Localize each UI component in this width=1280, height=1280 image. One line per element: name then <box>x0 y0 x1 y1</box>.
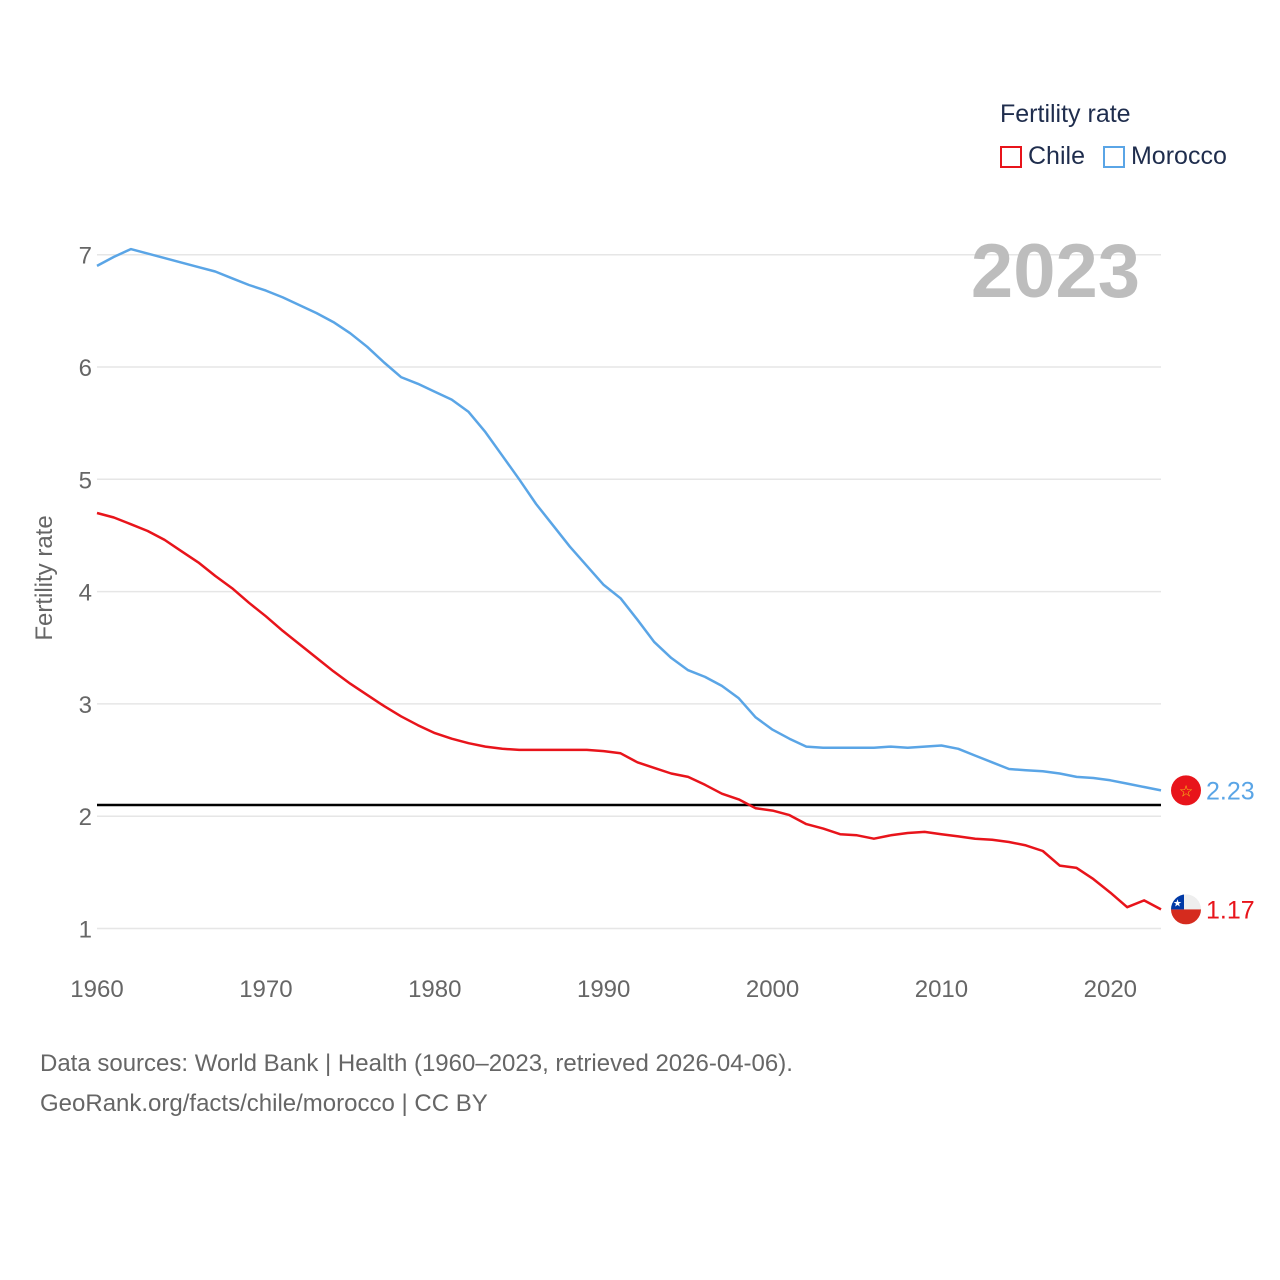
end-label-chile: 1.17 <box>1206 896 1255 924</box>
series-end-markers: ★ 1.17 ☆ 2.23 <box>1171 775 1255 925</box>
legend-item-chile[interactable]: Chile <box>1000 142 1085 171</box>
chile-flag-icon: ★ <box>1171 894 1201 925</box>
y-axis-label: Fertility rate <box>31 515 58 640</box>
y-tick-labels: 1 2 3 4 5 6 7 <box>79 243 92 944</box>
svg-text:☆: ☆ <box>1179 781 1193 800</box>
y-tick-label: 2 <box>79 804 92 831</box>
legend-label-morocco: Morocco <box>1130 142 1227 170</box>
footer-sources: Data sources: World Bank | Health (1960–… <box>40 1050 793 1077</box>
x-tick-label: 1980 <box>408 976 461 1003</box>
y-tick-label: 1 <box>79 917 92 944</box>
legend-title: Fertility rate <box>1000 100 1131 128</box>
x-tick-labels: 1960 1970 1980 1990 2000 2010 2020 <box>70 976 1137 1003</box>
y-tick-label: 3 <box>79 692 92 719</box>
footer-link[interactable]: GeoRank.org/facts/chile/morocco | CC BY <box>40 1090 488 1117</box>
svg-text:★: ★ <box>1173 898 1182 909</box>
end-label-morocco: 2.23 <box>1206 777 1255 805</box>
y-tick-label: 7 <box>79 243 92 270</box>
grid-lines <box>97 253 1161 930</box>
x-tick-label: 1960 <box>70 976 123 1003</box>
footer: Data sources: World Bank | Health (1960–… <box>40 1044 793 1124</box>
legend-label-chile: Chile <box>1028 142 1085 170</box>
x-tick-label: 2000 <box>746 976 799 1003</box>
morocco-flag-icon: ☆ <box>1171 775 1201 806</box>
legend-swatch-morocco <box>1102 145 1125 168</box>
series-lines <box>96 247 1162 911</box>
x-tick-label: 2020 <box>1084 976 1137 1003</box>
y-tick-label: 6 <box>79 355 92 382</box>
year-watermark: 2023 <box>970 229 1140 314</box>
y-tick-label: 5 <box>79 467 92 494</box>
legend-swatch-chile <box>1000 145 1022 168</box>
x-tick-label: 1990 <box>577 976 630 1003</box>
x-tick-label: 1970 <box>239 976 292 1003</box>
series-line-morocco[interactable] <box>96 247 1162 792</box>
legend: Chile Morocco <box>1000 142 1245 171</box>
legend-item-morocco[interactable]: Morocco <box>1102 142 1227 171</box>
x-tick-label: 2010 <box>915 976 968 1003</box>
y-tick-label: 4 <box>79 580 92 607</box>
series-line-chile[interactable] <box>96 511 1162 911</box>
